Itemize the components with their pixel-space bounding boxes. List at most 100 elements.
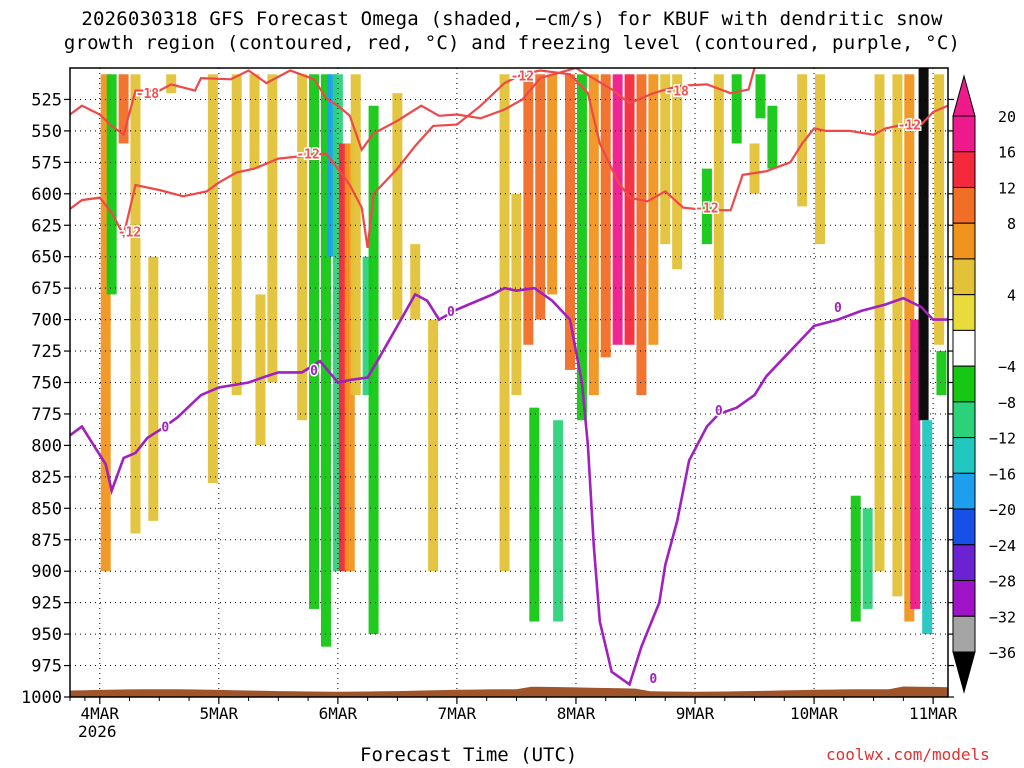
omega-shade-9 <box>255 294 266 446</box>
y-tick-label-575: 575 <box>31 153 62 173</box>
colorbar-label-5: −4 <box>998 358 1016 376</box>
omega-shade-23 <box>428 319 439 572</box>
colorbar-label-7: −12 <box>989 430 1016 448</box>
omega-shade-1 <box>106 74 117 295</box>
omega-shade-21 <box>392 93 403 320</box>
omega-shade-4 <box>148 256 159 521</box>
omega-shade-58 <box>936 351 947 396</box>
contour-label-2: -12 <box>296 148 319 163</box>
colorbar-label-13: −36 <box>989 644 1016 662</box>
omega-shade-0 <box>100 74 111 572</box>
omega-shade-45 <box>755 74 766 119</box>
x-tick-label-8MAR: 8MAR <box>557 704 596 723</box>
x-axis-label: Forecast Time (UTC) <box>360 744 578 766</box>
x-tick-label-5MAR: 5MAR <box>200 704 239 723</box>
contour-label-7: 0 <box>161 421 169 436</box>
omega-shade-47 <box>797 74 808 207</box>
colorbar-bin-13 <box>952 580 976 617</box>
y-tick-label-875: 875 <box>31 531 62 551</box>
omega-shade-35 <box>612 74 623 345</box>
omega-shade-25 <box>511 193 522 396</box>
omega-shade-42 <box>713 74 724 320</box>
colorbar-bin-3 <box>952 222 976 260</box>
y-tick-label-950: 950 <box>31 625 62 645</box>
omega-shade-28 <box>535 74 546 320</box>
omega-shade-16 <box>338 143 349 572</box>
omega-shade-37 <box>636 74 647 396</box>
omega-shade-38 <box>648 74 659 345</box>
y-tick-label-800: 800 <box>31 436 62 456</box>
source-credit: coolwx.com/models <box>826 745 990 764</box>
dgz-contour-minus18-0 <box>70 68 756 153</box>
omega-shade-6 <box>207 74 218 484</box>
contour-label-1: -12 <box>118 226 141 241</box>
x-tick-label-6MAR: 6MAR <box>319 704 358 723</box>
omega-shade-8 <box>249 74 260 169</box>
colorbar-bin-8 <box>952 401 976 439</box>
colorbar-label-0: 20 <box>998 108 1016 126</box>
omega-shade-27 <box>529 407 540 622</box>
omega-shade-57 <box>934 74 945 345</box>
dgz-contour-minus12-1 <box>70 69 948 249</box>
omega-shade-2 <box>118 74 129 144</box>
omega-shade-15 <box>332 74 343 572</box>
y-tick-label-750: 750 <box>31 374 62 394</box>
omega-shade-56 <box>922 420 933 635</box>
omega-shade-24 <box>499 74 510 572</box>
omega-shade-50 <box>862 508 873 609</box>
omega-shade-3 <box>130 74 141 534</box>
y-tick-label-775: 775 <box>31 405 62 425</box>
colorbar-label-3: 8 <box>1007 215 1016 233</box>
omega-shade-33 <box>588 74 599 396</box>
colorbar-label-11: −28 <box>989 573 1016 591</box>
colorbar-bin-14 <box>952 615 976 653</box>
contour-label-4: -18 <box>665 85 689 100</box>
omega-shade-12 <box>309 74 320 609</box>
x-tick-label-7MAR: 7MAR <box>438 704 477 723</box>
omega-shade-48 <box>815 74 826 245</box>
freezing-level-contour <box>70 286 948 687</box>
y-tick-label-975: 975 <box>31 657 62 677</box>
omega-shade-7 <box>231 74 242 396</box>
contour-label-11: 0 <box>834 301 842 316</box>
omega-shade-44 <box>749 143 760 194</box>
omega-shade-13 <box>320 74 331 647</box>
contour-label-8: 0 <box>310 364 318 379</box>
x-tick-label-11MAR: 11MAR <box>909 704 958 723</box>
colorbar-label-1: 16 <box>998 144 1016 162</box>
omega-shade-29 <box>547 74 558 295</box>
colorbar-label-6: −8 <box>998 394 1016 412</box>
x-axis-year-label: 2026 <box>78 722 117 741</box>
omega-shade-40 <box>672 74 683 270</box>
omega-shade-41 <box>701 168 712 245</box>
x-tick-label-4MAR: 4MAR <box>80 704 119 723</box>
omega-shade-43 <box>731 74 742 144</box>
colorbar-top-triangle <box>952 74 976 117</box>
y-tick-label-625: 625 <box>31 216 62 236</box>
omega-shade-51 <box>874 74 885 572</box>
omega-shade-36 <box>624 74 635 345</box>
omega-shade-11 <box>297 74 308 421</box>
y-tick-label-700: 700 <box>31 311 62 331</box>
omega-shade-20 <box>368 105 379 635</box>
plot-area: -18 -12 -12 -12 -18 -12 -12 0 0 0 0 0 0 <box>70 68 948 697</box>
colorbar-label-4: 4 <box>1007 287 1016 305</box>
colorbar-bin-12 <box>952 544 976 582</box>
colorbar-bin-0 <box>952 115 976 153</box>
omega-shade-26 <box>523 74 534 345</box>
omega-shade-19 <box>362 256 373 396</box>
y-tick-label-600: 600 <box>31 185 62 205</box>
colorbar-label-2: 12 <box>998 179 1016 197</box>
y-tick-label-650: 650 <box>31 248 62 268</box>
omega-shade-14 <box>326 74 337 257</box>
omega-shade-32 <box>576 74 587 421</box>
contour-label-5: -12 <box>695 202 718 217</box>
colorbar-bottom-triangle <box>952 651 976 694</box>
colorbar-bin-4 <box>952 258 976 296</box>
colorbar-bin-5 <box>952 294 976 331</box>
omega-shade-55 <box>918 68 929 421</box>
omega-shade-30 <box>553 420 564 622</box>
contour-label-6: -12 <box>898 119 921 134</box>
y-tick-label-850: 850 <box>31 499 62 519</box>
colorbar-bin-9 <box>952 437 976 474</box>
